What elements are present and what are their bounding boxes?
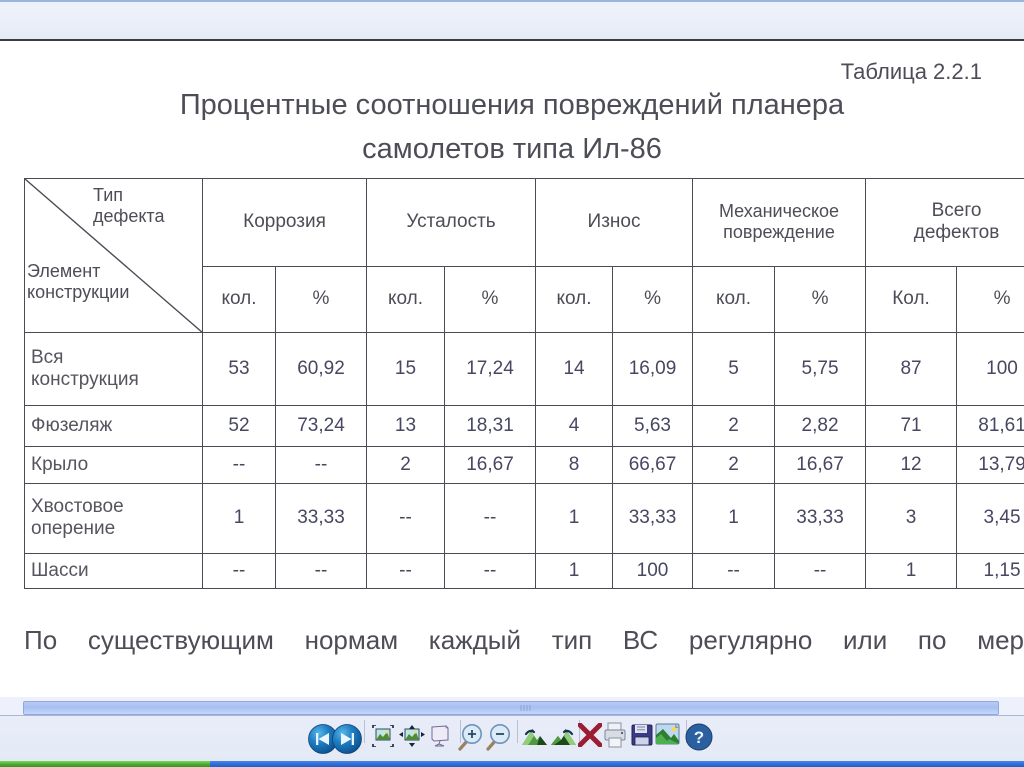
svg-text:?: ? — [694, 728, 704, 747]
